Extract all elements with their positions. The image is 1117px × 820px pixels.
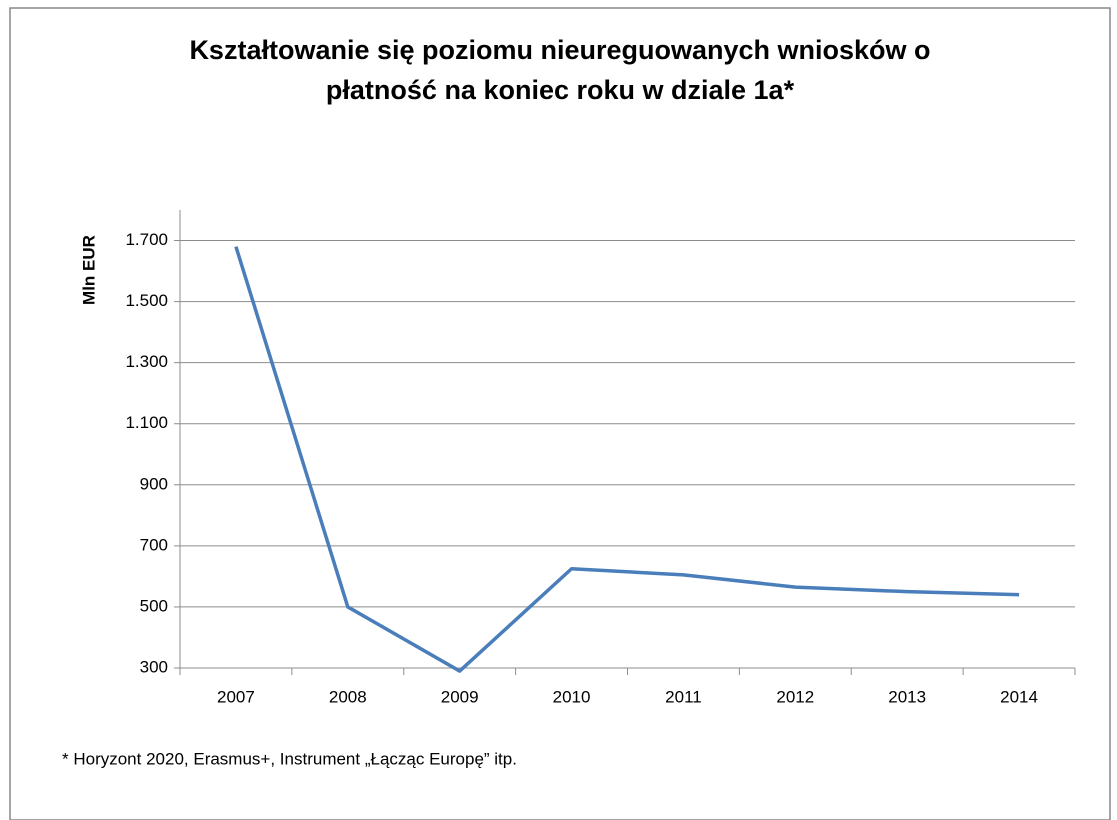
y-tick-label: 1.100 bbox=[125, 413, 168, 432]
frame bbox=[9, 7, 1111, 820]
x-tick-label: 2009 bbox=[441, 687, 479, 706]
y-tick-label: 1.700 bbox=[125, 230, 168, 249]
y-tick-label: 700 bbox=[140, 535, 168, 554]
x-tick-label: 2007 bbox=[217, 687, 255, 706]
y-tick-label: 1.500 bbox=[125, 291, 168, 310]
x-tick-label: 2013 bbox=[888, 687, 926, 706]
y-tick-label: 900 bbox=[140, 474, 168, 493]
line-series bbox=[234, 246, 1020, 673]
x-tick-label: 2010 bbox=[553, 687, 591, 706]
chart-title: Kształtowanie się poziomu nieureguowanyc… bbox=[189, 35, 931, 105]
y-tick-label: 300 bbox=[140, 657, 168, 676]
footnote: * Horyzont 2020, Erasmus+, Instrument „Ł… bbox=[62, 749, 517, 768]
x-tick-label: 2011 bbox=[665, 687, 702, 706]
x-tick-label: 2012 bbox=[776, 687, 814, 706]
y-tick-label: 500 bbox=[140, 596, 168, 615]
x-tick-label: 2008 bbox=[329, 687, 367, 706]
y-tick-label: 1.300 bbox=[125, 352, 168, 371]
x-tick-label: 2014 bbox=[1000, 687, 1038, 706]
y-axis-label: Mln EUR bbox=[79, 235, 98, 305]
